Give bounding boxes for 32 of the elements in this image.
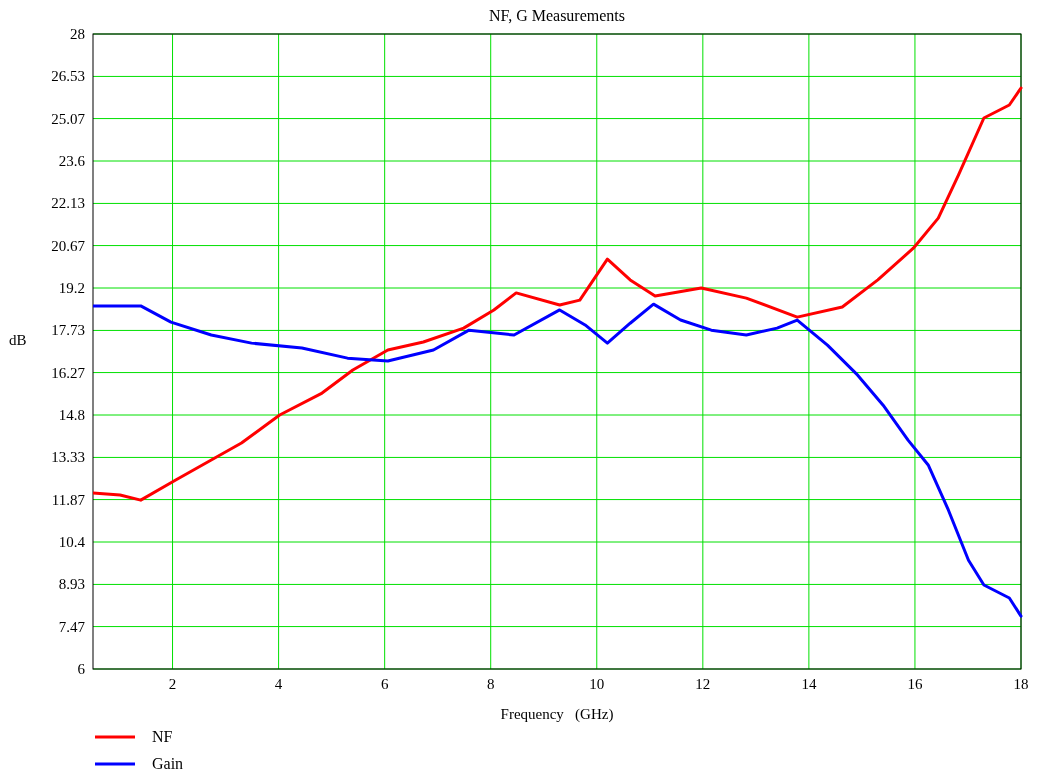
y-tick-label: 26.53 — [51, 68, 85, 85]
y-tick-label: 28 — [70, 26, 85, 42]
y-tick-label: 22.13 — [51, 195, 85, 212]
x-tick-label: 14 — [801, 676, 817, 692]
x-tick-label: 6 — [380, 676, 389, 692]
y-axis-title: dB — [9, 332, 27, 348]
x-tick-label: 2 — [168, 676, 177, 692]
y-tick-label: 23.6 — [58, 153, 86, 169]
x-axis-title: Frequency (GHz) — [500, 706, 614, 723]
y-tick-label: 8.93 — [58, 576, 85, 593]
y-tick-label: 6 — [77, 661, 86, 677]
legend-label: NF — [152, 728, 173, 745]
x-tick-label: 10 — [589, 676, 605, 692]
y-tick-label: 10.4 — [58, 534, 86, 550]
x-tick-label: 12 — [695, 676, 711, 692]
y-tick-label: 20.67 — [51, 237, 86, 254]
x-tick-label: 18 — [1013, 676, 1029, 692]
legend-label: Gain — [152, 755, 184, 772]
x-tick-label: 16 — [907, 676, 923, 692]
chart-title: NF, G Measurements — [488, 7, 626, 24]
y-tick-label: 16.27 — [51, 364, 86, 381]
y-tick-label: 25.07 — [51, 110, 86, 127]
y-tick-label: 11.87 — [51, 491, 86, 508]
y-tick-label: 7.47 — [58, 618, 86, 635]
y-tick-label: 19.2 — [58, 280, 85, 296]
x-tick-label: 8 — [486, 676, 495, 692]
x-tick-label: 4 — [274, 676, 283, 692]
line-series — [93, 86, 1023, 502]
y-tick-label: 14.8 — [58, 407, 85, 423]
line-series — [93, 302, 1023, 618]
y-tick-label: 13.33 — [51, 449, 85, 466]
y-tick-label: 17.73 — [51, 322, 85, 339]
